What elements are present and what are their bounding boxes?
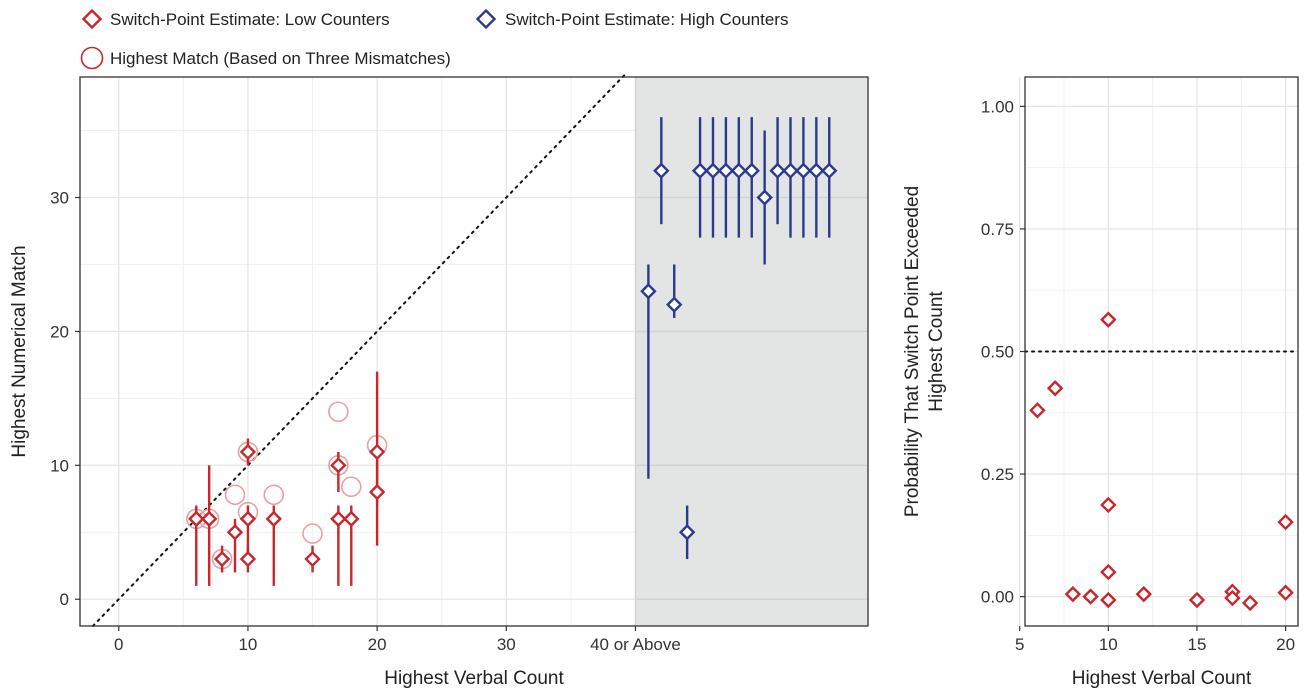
probability-point	[1277, 584, 1294, 601]
probability-point	[1188, 591, 1206, 609]
legend-item-high-counters: Switch-Point Estimate: High Counters	[475, 8, 788, 30]
y-tick-label: 1.00	[981, 97, 1014, 116]
x-tick-label: 0	[114, 635, 123, 654]
probability-point	[1100, 496, 1117, 514]
legend-label-high: Switch-Point Estimate: High Counters	[505, 10, 788, 29]
probability-point	[1064, 585, 1082, 603]
highest-match-circle	[328, 401, 349, 423]
low-counter-point	[304, 550, 321, 568]
low-counter-point	[200, 510, 218, 528]
high-counter-point	[666, 296, 683, 313]
low-counter-point	[330, 510, 347, 528]
probability-point	[1100, 311, 1117, 328]
legend-label-low: Switch-Point Estimate: Low Counters	[110, 10, 390, 29]
high-counter-point	[717, 162, 735, 179]
probability-point	[1241, 594, 1259, 612]
legend-diamond-low-icon	[81, 8, 103, 30]
right-panel: 5 10 15 20 0.00 0.25 0.50 0.75 1.00 Highest Verba…	[902, 76, 1299, 689]
low-counter-point	[239, 443, 257, 461]
high-counter-point	[743, 162, 760, 179]
right-y-axis-title-line: Probability That Switch Point Exceeded	[902, 186, 923, 517]
high-counter-point	[653, 162, 670, 179]
probability-point	[1135, 585, 1152, 603]
x-tick-label: 10	[238, 635, 257, 654]
y-tick-label: 0.75	[981, 220, 1014, 239]
low-counter-point	[343, 510, 360, 528]
y-tick-label: 0.50	[981, 343, 1014, 362]
left-x-axis-title: Highest Verbal Count	[384, 668, 564, 689]
high-counter-point	[769, 162, 786, 179]
right-y-axis-title-line: Highest Count	[926, 291, 947, 412]
left-plot-border	[79, 76, 869, 627]
y-tick-label: 0.00	[981, 588, 1014, 607]
high-counter-point	[640, 283, 657, 300]
legend-diamond-high-icon	[475, 8, 497, 30]
x-tick-label: 40 or Above	[590, 635, 681, 654]
probability-point	[1100, 563, 1117, 581]
high-counter-point	[821, 162, 838, 179]
x-tick-label: 5	[1015, 635, 1024, 654]
high-counter-point	[756, 189, 773, 206]
y-tick-label: 10	[50, 456, 69, 475]
right-x-axis-title: Highest Verbal Count	[1072, 668, 1252, 689]
high-counter-point	[782, 162, 799, 179]
high-counter-point	[704, 162, 722, 179]
low-counter-point	[188, 510, 205, 528]
legend-label-match: Highest Match (Based on Three Mismatches…	[110, 49, 451, 68]
right-y-axis-title: Probability That Switch Point Exceeded Hi…	[902, 186, 947, 517]
y-tick-label: 0.25	[981, 465, 1014, 484]
x-tick-label: 20	[1276, 635, 1295, 654]
high-counter-point	[730, 162, 748, 179]
probability-point	[1046, 380, 1064, 397]
y-tick-label: 20	[50, 322, 69, 341]
high-counter-point	[808, 162, 825, 179]
probability-point	[1224, 589, 1241, 607]
legend-item-highest-match: Highest Match (Based on Three Mismatches…	[80, 46, 451, 70]
low-counter-point	[239, 550, 257, 568]
left-panel: 0 10 20 30 40 or Above 0 10 20 30 Highest Verbal …	[9, 71, 869, 689]
y-tick-label: 30	[50, 189, 69, 208]
legend: Switch-Point Estimate: Low Counters Swit…	[80, 8, 788, 70]
probability-point	[1100, 591, 1117, 609]
highest-match-circle	[340, 476, 362, 498]
highest-match-circle	[263, 484, 285, 506]
low-counter-point	[226, 524, 244, 541]
y-tick-label: 0	[60, 590, 69, 609]
x-tick-label: 10	[1099, 635, 1118, 654]
low-counter-point	[330, 457, 347, 474]
x-tick-label: 30	[497, 635, 516, 654]
high-counter-point	[795, 162, 812, 179]
low-counter-point	[368, 443, 386, 461]
highest-match-circle	[224, 484, 246, 506]
legend-circle-icon	[80, 46, 104, 70]
high-counter-point	[691, 162, 709, 179]
legend-item-low-counters: Switch-Point Estimate: Low Counters	[81, 8, 390, 30]
low-counter-point	[368, 483, 386, 501]
probability-point	[1277, 513, 1294, 531]
identity-reference-line	[91, 71, 628, 627]
high-counter-point	[678, 524, 696, 541]
x-tick-label: 15	[1187, 635, 1206, 654]
highest-match-circle	[302, 523, 323, 544]
low-counter-point	[265, 510, 282, 528]
probability-point	[1029, 402, 1046, 419]
low-counter-point	[213, 550, 231, 568]
x-tick-label: 20	[368, 635, 387, 654]
low-counter-point	[239, 510, 257, 528]
left-y-axis-title: Highest Numerical Match	[9, 245, 30, 457]
probability-point	[1082, 588, 1099, 605]
